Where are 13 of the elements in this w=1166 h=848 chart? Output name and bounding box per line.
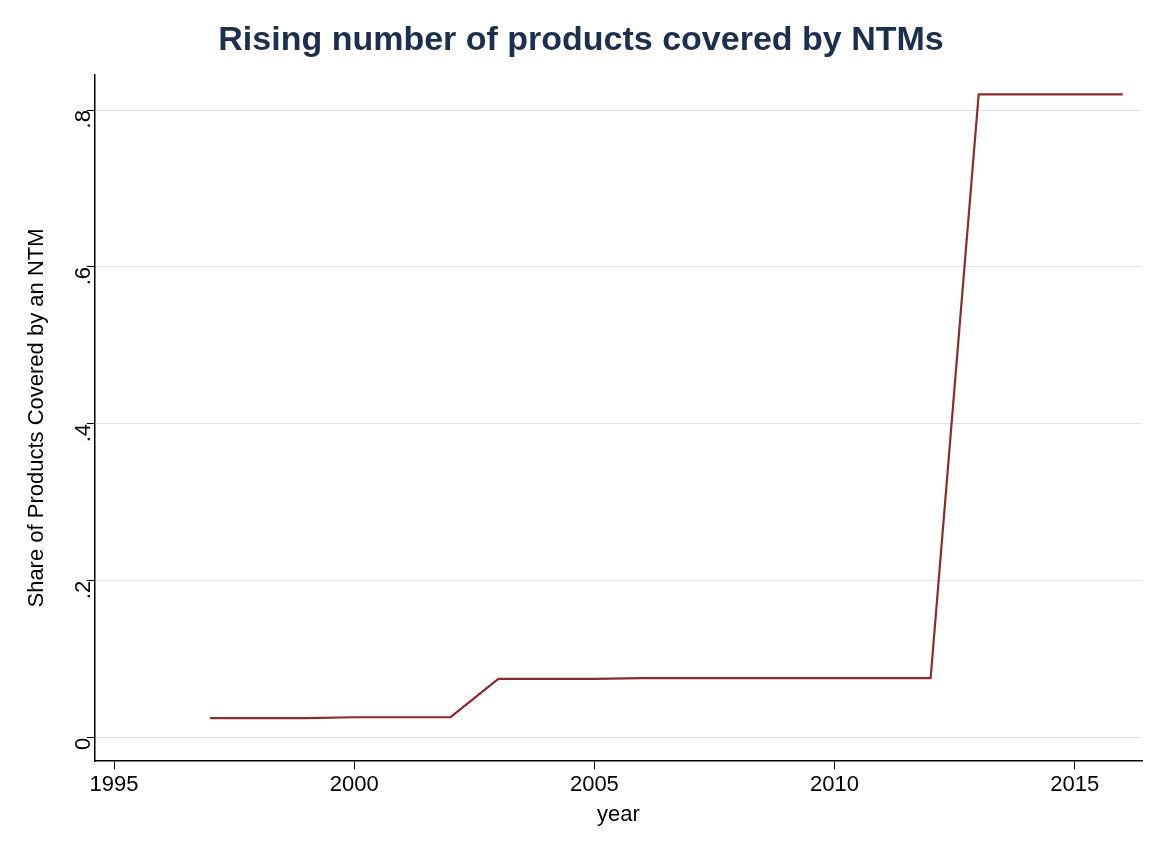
y-tick-label: .6 xyxy=(69,266,95,286)
y-axis-title: Share of Products Covered by an NTM xyxy=(23,228,49,608)
x-tick-label: 1995 xyxy=(89,771,139,797)
x-tick-label: 2010 xyxy=(810,771,860,797)
y-tick-label: .4 xyxy=(69,423,95,443)
y-tick-label: .2 xyxy=(69,580,95,600)
y-tick-label: .8 xyxy=(69,110,95,129)
x-tick-label: 2005 xyxy=(569,771,619,797)
y-tick-label: 0 xyxy=(69,737,95,750)
x-axis-title: year xyxy=(597,800,640,826)
chart-title: Rising number of products covered by NTMs xyxy=(218,18,944,57)
x-tick-label: 2000 xyxy=(329,771,379,797)
x-tick-label: 2015 xyxy=(1050,771,1100,797)
